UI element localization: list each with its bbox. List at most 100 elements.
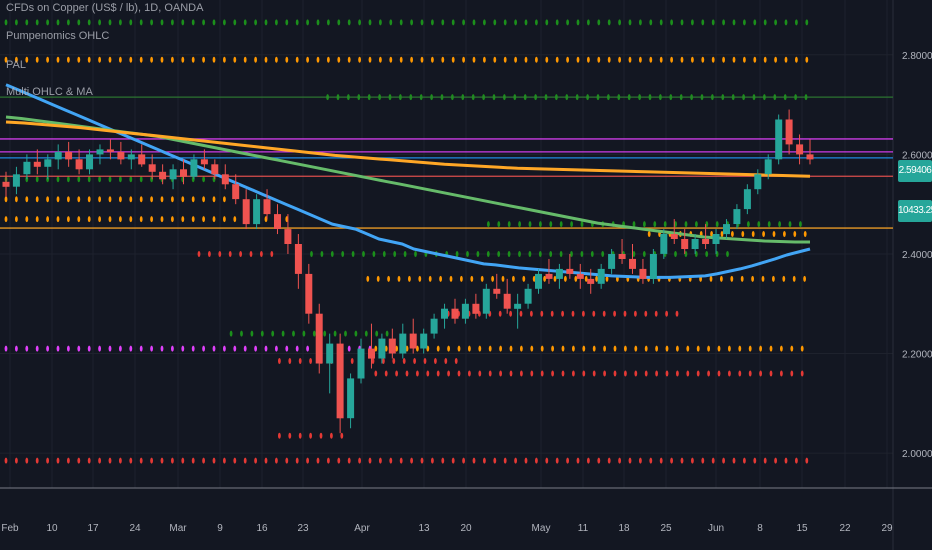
level-dot: [530, 310, 533, 317]
level-dot: [778, 221, 781, 228]
level-dot: [56, 457, 60, 464]
level-dot: [795, 56, 798, 63]
level-dot: [545, 56, 549, 63]
level-dot: [119, 216, 122, 223]
x-tick-label: May: [532, 523, 551, 534]
level-dot: [732, 457, 736, 464]
level-dot: [249, 251, 253, 257]
x-tick-label: Feb: [1, 523, 19, 534]
candle-body: [681, 239, 689, 249]
candle-body: [441, 308, 448, 319]
level-dot: [715, 221, 719, 228]
candle-body: [347, 378, 355, 419]
candle-body: [409, 333, 417, 349]
level-dot: [613, 370, 617, 377]
x-tick-label: 20: [460, 523, 472, 534]
level-dot: [738, 370, 742, 377]
level-dot: [587, 56, 590, 63]
indicator-legend-1[interactable]: Pumpenomics OHLC: [6, 30, 109, 42]
level-dot: [428, 275, 432, 282]
level-dot: [150, 196, 154, 203]
level-dot: [663, 221, 667, 228]
level-dot: [514, 19, 517, 26]
candle-body: [159, 171, 167, 180]
level-dot: [77, 56, 81, 63]
level-dot: [25, 457, 29, 464]
level-dot: [410, 19, 413, 26]
level-dot: [462, 56, 465, 63]
level-dot: [254, 457, 257, 464]
level-dot: [77, 19, 81, 26]
level-dot: [561, 345, 565, 352]
candle-body: [461, 303, 469, 319]
level-dot: [603, 345, 606, 352]
level-dot: [420, 19, 424, 26]
level-dot: [628, 19, 632, 26]
level-dot: [520, 370, 523, 377]
level-dot: [649, 19, 653, 26]
candle-body: [138, 154, 146, 165]
level-dot: [524, 56, 528, 63]
level-dot: [549, 251, 553, 257]
level-dot: [731, 231, 734, 237]
candle-body: [796, 144, 804, 155]
level-dot: [743, 457, 746, 464]
level-dot: [223, 56, 226, 63]
level-dot: [202, 196, 206, 203]
candle-body: [702, 239, 710, 244]
level-dot: [191, 216, 195, 223]
candle-body: [639, 268, 647, 279]
level-dot: [341, 251, 345, 257]
level-dot: [347, 56, 351, 63]
level-dot: [344, 330, 347, 337]
level-dot: [395, 370, 398, 377]
level-dot: [67, 19, 70, 26]
level-dot: [486, 251, 490, 257]
candle-body: [430, 318, 438, 334]
level-dot: [784, 56, 788, 63]
level-dot: [488, 370, 492, 377]
level-dot: [403, 251, 407, 257]
candle-body: [587, 278, 595, 284]
level-dot: [295, 457, 299, 464]
level-dot: [150, 345, 154, 352]
level-dot: [680, 457, 684, 464]
level-dot: [705, 221, 709, 228]
level-dot: [223, 196, 226, 203]
level-dot: [774, 457, 777, 464]
indicator-legend-3[interactable]: Multi OHLC & MA: [6, 86, 93, 98]
level-dot: [420, 457, 424, 464]
level-dot: [576, 19, 580, 26]
y-tick-label: 2.60000: [902, 150, 932, 161]
candle-body: [472, 303, 480, 314]
level-dot: [774, 19, 777, 26]
x-tick-label: Jun: [708, 523, 724, 534]
level-dot: [319, 432, 323, 439]
level-dot: [67, 176, 70, 183]
level-dot: [240, 330, 243, 337]
indicator-legend-2[interactable]: PAL: [6, 59, 26, 71]
level-dot: [618, 19, 621, 26]
level-dot: [316, 19, 320, 26]
level-dot: [139, 56, 143, 63]
indicator-1-label: Pumpenomics OHLC: [6, 30, 110, 42]
level-dot: [181, 457, 185, 464]
level-dot: [295, 19, 299, 26]
level-dot: [793, 231, 797, 237]
level-dot: [223, 457, 226, 464]
level-dot: [571, 310, 575, 317]
level-dot: [56, 345, 60, 352]
level-dot: [67, 56, 70, 63]
level-dot: [389, 457, 393, 464]
level-dot: [561, 370, 565, 377]
level-dot: [139, 196, 143, 203]
level-dot: [25, 176, 29, 183]
level-dot: [535, 19, 538, 26]
level-dot: [601, 251, 605, 257]
candle-body: [284, 229, 292, 244]
candle-body: [65, 151, 73, 160]
last-price-label: 2.59406: [898, 160, 932, 182]
level-dot: [634, 310, 637, 317]
level-dot: [275, 345, 278, 352]
